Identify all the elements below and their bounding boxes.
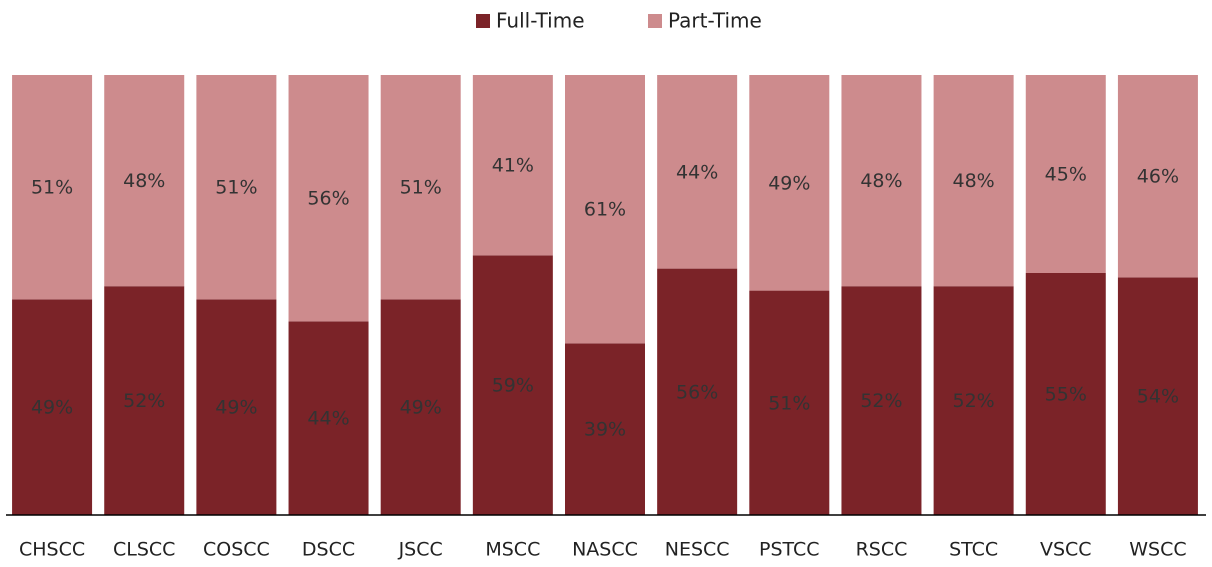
value-label: 61% xyxy=(584,199,626,221)
x-tick-label: CLSCC xyxy=(113,539,175,561)
bar-segment xyxy=(749,290,830,515)
bar-segment xyxy=(196,75,277,300)
bar-segment xyxy=(565,343,645,515)
bar-segment xyxy=(933,286,1014,515)
bar-segment xyxy=(749,75,830,291)
value-label: 49% xyxy=(31,397,73,419)
bar-segment xyxy=(565,75,645,344)
bar-segment xyxy=(12,299,93,515)
bar-segment xyxy=(933,75,1014,287)
bar-segment xyxy=(196,299,277,515)
value-label: 49% xyxy=(215,397,257,419)
bar-segment xyxy=(380,299,461,515)
value-label: 56% xyxy=(307,188,349,210)
bar-segment xyxy=(657,268,738,515)
x-tick-label: RSCC xyxy=(856,539,908,561)
bar-segment xyxy=(380,75,461,300)
value-label: 51% xyxy=(215,177,257,199)
bar-segment xyxy=(1117,75,1198,278)
x-tick-label: MSCC xyxy=(485,539,540,561)
value-label: 41% xyxy=(492,155,534,177)
legend-label: Full-Time xyxy=(496,9,585,33)
x-tick-label: VSCC xyxy=(1040,539,1092,561)
bar-segment xyxy=(657,75,738,269)
legend-swatch xyxy=(476,14,490,28)
value-label: 51% xyxy=(31,177,73,199)
x-tick-label: CHSCC xyxy=(19,539,85,561)
value-label: 52% xyxy=(123,390,165,412)
value-label: 48% xyxy=(952,170,994,192)
value-label: 59% xyxy=(492,375,534,397)
value-label: 55% xyxy=(1045,384,1087,406)
value-label: 51% xyxy=(768,392,810,414)
value-label: 52% xyxy=(860,390,902,412)
value-label: 48% xyxy=(123,170,165,192)
value-label: 44% xyxy=(676,161,718,183)
x-tick-label: COSCC xyxy=(203,539,270,561)
value-label: 54% xyxy=(1137,386,1179,408)
value-label: 45% xyxy=(1045,164,1087,186)
bar-segment xyxy=(472,255,553,515)
x-tick-label: NASCC xyxy=(572,539,638,561)
value-label: 51% xyxy=(400,177,442,199)
bar-segment xyxy=(472,75,553,256)
value-label: 56% xyxy=(676,381,718,403)
bar-segment xyxy=(1025,273,1106,515)
value-label: 49% xyxy=(400,397,442,419)
value-label: 46% xyxy=(1137,166,1179,188)
x-tick-label: NESCC xyxy=(665,539,730,561)
bar-segment xyxy=(104,75,185,287)
legend-swatch xyxy=(648,14,662,28)
bar-segment xyxy=(104,286,185,515)
bar-segment xyxy=(841,75,922,287)
value-label: 44% xyxy=(307,408,349,430)
value-label: 52% xyxy=(952,390,994,412)
bar-segment xyxy=(12,75,93,300)
x-tick-label: WSCC xyxy=(1129,539,1186,561)
x-tick-label: DSCC xyxy=(302,539,355,561)
x-tick-label: PSTCC xyxy=(759,539,820,561)
bar-segment xyxy=(1117,277,1198,515)
bar-segment xyxy=(288,75,369,322)
x-tick-label: STCC xyxy=(949,539,998,561)
value-label: 48% xyxy=(860,170,902,192)
legend-label: Part-Time xyxy=(668,9,762,33)
x-tick-label: JSCC xyxy=(398,539,443,561)
bar-segment xyxy=(841,286,922,515)
value-label: 49% xyxy=(768,172,810,194)
value-label: 39% xyxy=(584,419,626,441)
bar-segment xyxy=(1025,75,1106,273)
bar-segment xyxy=(288,321,369,515)
